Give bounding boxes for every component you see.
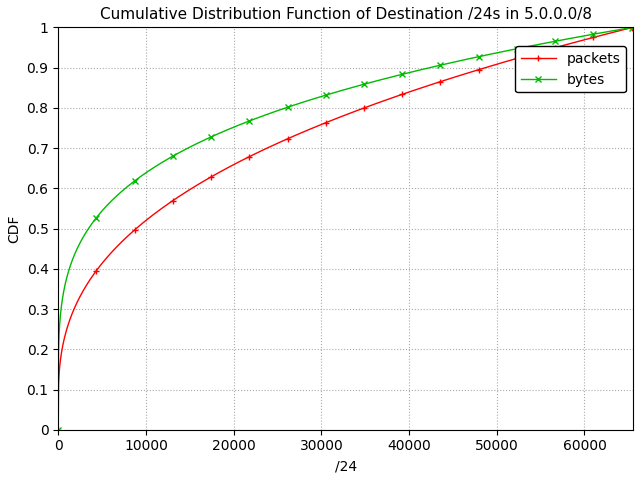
Title: Cumulative Distribution Function of Destination /24s in 5.0.0.0/8: Cumulative Distribution Function of Dest…	[100, 7, 591, 22]
packets	[527, 51, 535, 57]
bytes	[106, 200, 113, 206]
bytes	[67, 261, 75, 266]
packets	[400, 91, 408, 96]
packets	[85, 278, 93, 284]
Line: packets: packets	[56, 24, 636, 432]
bytes	[400, 71, 408, 77]
packets	[67, 313, 75, 319]
X-axis label: /24: /24	[335, 459, 356, 473]
packets	[268, 143, 276, 149]
Legend: packets, bytes: packets, bytes	[515, 46, 626, 92]
bytes	[268, 110, 276, 116]
packets	[54, 427, 62, 432]
bytes	[54, 427, 62, 432]
bytes	[85, 225, 93, 230]
Line: bytes: bytes	[56, 24, 636, 432]
Y-axis label: CDF: CDF	[7, 214, 21, 243]
packets	[629, 24, 637, 30]
bytes	[527, 43, 535, 49]
bytes	[629, 24, 637, 30]
packets	[106, 252, 113, 258]
